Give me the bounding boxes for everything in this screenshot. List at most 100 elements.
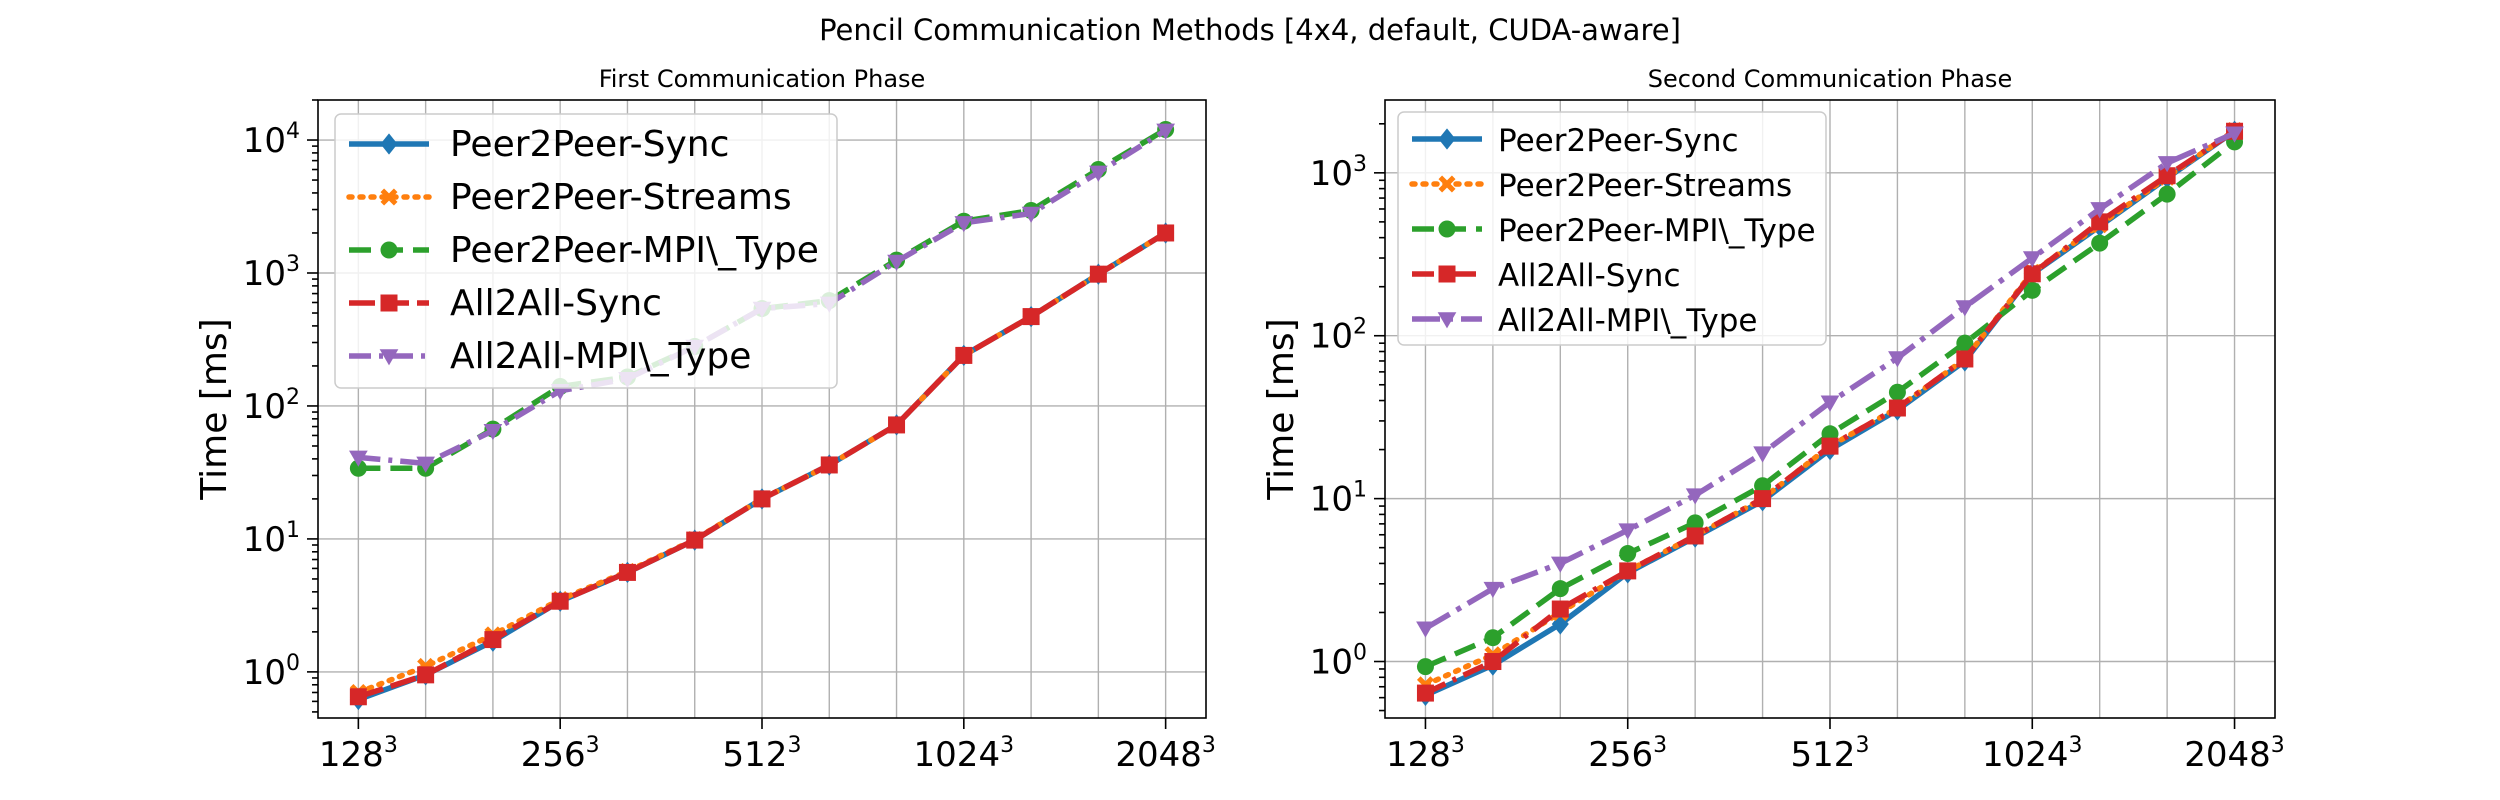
data-point-all2all-mpi-type (2022, 251, 2042, 268)
y-tick-label: 104 (243, 119, 300, 161)
legend-label-peer2peer-sync: Peer2Peer-Sync (1498, 123, 1739, 159)
data-point-all2all-mpi-type (1021, 206, 1041, 223)
x-tick-label: 20483 (2184, 733, 2285, 775)
plot-frame (1384, 99, 2276, 719)
data-point-all2all-sync (349, 688, 367, 706)
data-point-all2all-mpi-type (887, 254, 906, 271)
data-point-all2all-mpi-type (1753, 446, 1772, 463)
data-point-peer2peer-mpi-type (349, 459, 367, 477)
y-tick-label: 100 (243, 651, 300, 693)
data-point-all2all-mpi-type (1550, 556, 1570, 573)
x-tick-label: 2563 (521, 733, 600, 775)
y-tick-label: 103 (243, 252, 300, 294)
data-point-all2all-mpi-type (1156, 123, 1175, 140)
legend-marker-peer2peer-streams (1438, 175, 1456, 193)
data-point-peer2peer-mpi-type (2091, 234, 2109, 252)
data-point-peer2peer-mpi-type (1754, 477, 1772, 495)
axis-ticks (1374, 123, 2236, 729)
data-point-all2all-sync (686, 531, 704, 549)
data-point-all2all-mpi-type (483, 424, 503, 441)
y-tick-label: 102 (1310, 315, 1367, 357)
data-point-all2all-sync (1551, 600, 1569, 618)
legend-box (1397, 111, 1827, 346)
data-point-peer2peer-mpi-type (1686, 514, 1704, 532)
data-point-all2all-sync (1956, 350, 1974, 368)
data-point-all2all-sync (1022, 308, 1040, 326)
series-group (1416, 120, 2244, 706)
x-tick-label: 1283 (1386, 733, 1465, 775)
legend-marker-all2all-mpi-type (379, 349, 399, 366)
data-point-all2all-mpi-type (1685, 488, 1705, 505)
panel-title: First Communication Phase (599, 65, 926, 93)
y-tick-label: 100 (1310, 641, 1367, 683)
data-point-all2all-sync (417, 666, 435, 684)
data-point-all2all-mpi-type (416, 456, 435, 473)
legend: Peer2Peer-Sync Peer2Peer-Streams Peer2Peer… (1397, 111, 1827, 346)
data-point-all2all-sync (2158, 167, 2176, 185)
y-axis-label: Time [ms] (1261, 318, 1302, 500)
data-point-peer2peer-mpi-type (2158, 185, 2176, 203)
data-point-all2all-sync (2023, 265, 2041, 283)
panel-title: Second Communication Phase (1648, 65, 2012, 93)
legend: Peer2Peer-Sync Peer2Peer-Streams Peer2Peer… (334, 113, 838, 389)
x-tick-label: 2563 (1588, 733, 1667, 775)
legend-label-all2all-sync: All2All-Sync (450, 283, 662, 324)
legend-marker-peer2peer-sync (1438, 128, 1456, 150)
legend-label-peer2peer-sync: Peer2Peer-Sync (450, 124, 729, 165)
data-point-peer2peer-mpi-type (1551, 580, 1569, 598)
data-point-all2all-sync (1686, 527, 1704, 545)
legend-marker-peer2peer-streams (380, 188, 398, 206)
data-point-peer2peer-mpi-type (1619, 545, 1637, 563)
data-point-all2all-sync (1821, 437, 1839, 455)
legend-label-peer2peer-streams: Peer2Peer-Streams (1498, 168, 1792, 204)
legend-marker-all2all-sync (380, 294, 398, 312)
data-point-all2all-sync (618, 563, 636, 581)
x-tick-label: 20483 (1115, 733, 1216, 775)
y-axis-label: Time [ms] (194, 318, 235, 500)
data-point-all2all-sync (1484, 653, 1502, 671)
y-tick-label: 101 (243, 518, 300, 560)
y-tick-label: 101 (1310, 478, 1367, 520)
y-tick-label: 102 (243, 385, 300, 427)
panel-second-communication-phase: 100 101 102 103 1283 2563 5123 10243 20483 Second… (1261, 65, 2285, 775)
data-point-all2all-mpi-type (1888, 351, 1907, 368)
data-point-all2all-mpi-type (1483, 581, 1503, 599)
legend-marker-all2all-sync (1438, 265, 1456, 283)
data-point-all2all-mpi-type (1416, 621, 1435, 638)
x-tick-label: 5123 (723, 733, 802, 775)
legend-marker-peer2peer-mpi-type (380, 241, 398, 259)
axis-ticks (307, 99, 1167, 729)
data-point-all2all-sync (820, 456, 838, 474)
plot-frame (317, 99, 1207, 719)
panel-first-communication-phase: 100 101 102 103 104 1283 2563 5123 10243 20483 Fir… (194, 65, 1216, 775)
legend-marker-peer2peer-sync (380, 133, 398, 155)
data-point-all2all-sync (484, 631, 502, 649)
legend-label-peer2peer-mpi-type: Peer2Peer-MPI\_Type (1498, 213, 1816, 249)
legend-marker-peer2peer-mpi-type (1438, 220, 1456, 238)
data-point-all2all-sync (1089, 265, 1107, 283)
data-point-all2all-mpi-type (954, 216, 974, 233)
data-point-all2all-sync (2091, 213, 2109, 231)
data-point-all2all-mpi-type (2225, 126, 2244, 143)
data-point-all2all-sync (888, 416, 906, 434)
data-point-all2all-sync (1416, 684, 1434, 702)
data-point-all2all-sync (753, 490, 771, 508)
data-point-peer2peer-mpi-type (1416, 658, 1434, 676)
data-point-all2all-mpi-type (349, 450, 368, 467)
data-point-all2all-mpi-type (1618, 523, 1638, 540)
y-tick-label: 103 (1310, 152, 1367, 194)
data-point-all2all-mpi-type (2157, 156, 2177, 173)
legend-label-all2all-sync: All2All-Sync (1498, 258, 1681, 294)
data-point-all2all-mpi-type (2090, 202, 2110, 219)
x-tick-label: 10243 (914, 733, 1015, 775)
data-point-peer2peer-mpi-type (1888, 383, 1906, 401)
data-point-all2all-sync (1754, 490, 1772, 508)
data-point-all2all-sync (1888, 399, 1906, 417)
data-point-all2all-sync (955, 346, 973, 364)
x-tick-label: 10243 (1982, 733, 2083, 775)
data-point-all2all-mpi-type (1089, 165, 1108, 182)
data-point-peer2peer-mpi-type (1484, 629, 1502, 647)
x-tick-label: 5123 (1791, 733, 1870, 775)
legend-box (334, 113, 838, 389)
